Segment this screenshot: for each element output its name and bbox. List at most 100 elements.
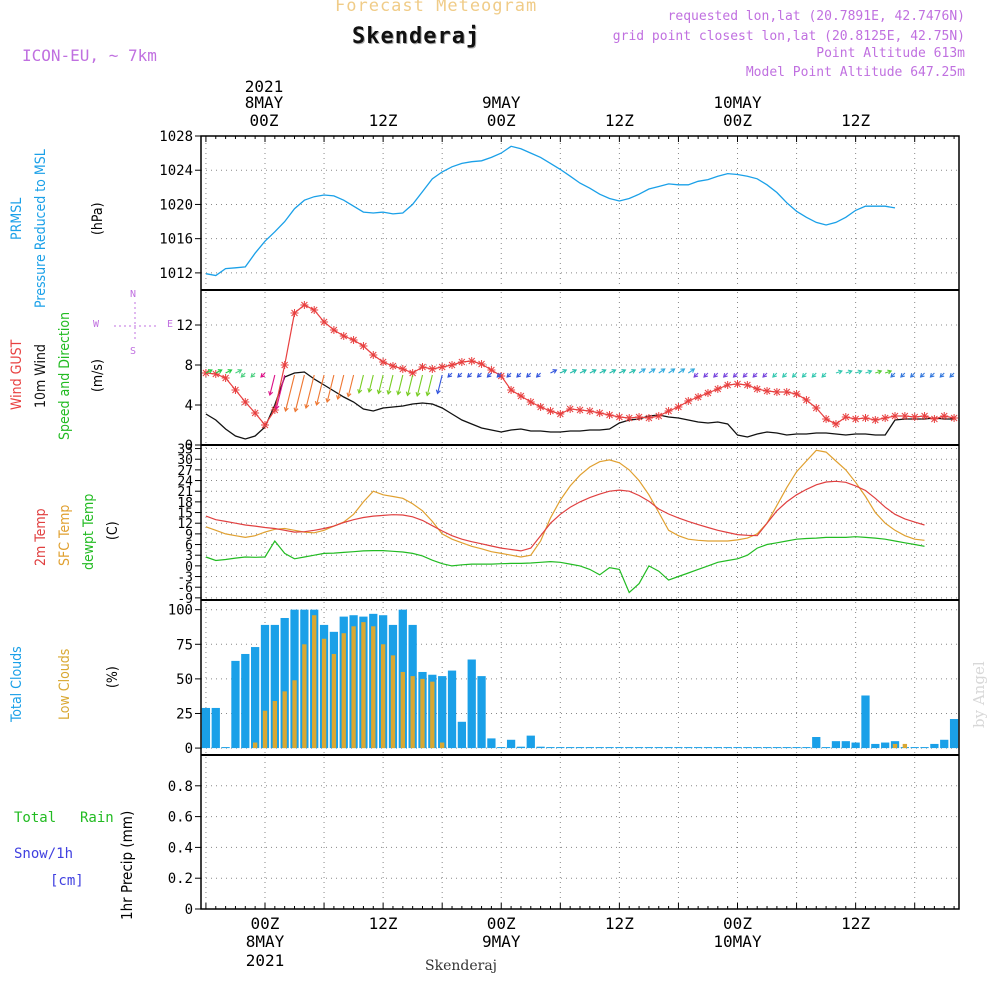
gust-marker bbox=[851, 415, 860, 423]
total-cloud-bar bbox=[575, 747, 585, 749]
wind-arrow-head bbox=[837, 369, 843, 375]
wind-arrow-head bbox=[811, 372, 817, 378]
y-tick-label: 24 bbox=[177, 475, 193, 490]
gust-marker bbox=[556, 410, 565, 418]
total-cloud-bar bbox=[674, 747, 683, 749]
y-tick-label: 21 bbox=[177, 485, 193, 500]
wind-arrow-head bbox=[611, 369, 617, 374]
compass-w: W bbox=[93, 319, 100, 330]
wind-arrow bbox=[426, 374, 433, 396]
gust-marker bbox=[536, 403, 545, 411]
compass-n: N bbox=[130, 289, 137, 300]
wind-arrow-head bbox=[486, 372, 492, 378]
wind-arrow-head bbox=[552, 369, 558, 374]
wind-arrow-head bbox=[591, 369, 597, 374]
total-cloud-bar bbox=[644, 747, 654, 749]
top-time-label: 12Z bbox=[369, 111, 398, 130]
wind-arrow-head bbox=[601, 369, 607, 374]
low-cloud-bar bbox=[420, 678, 425, 749]
snow-label: Snow/1h bbox=[14, 846, 74, 862]
wind-arrow-head bbox=[732, 372, 738, 378]
y-tick-label: 27 bbox=[177, 464, 193, 479]
gust-marker bbox=[349, 336, 358, 344]
wind-arrow-head bbox=[631, 369, 637, 374]
wind-arrow-head bbox=[367, 388, 373, 394]
gust-marker bbox=[674, 403, 683, 411]
wind-arrow-head bbox=[703, 372, 708, 378]
gust-marker bbox=[881, 414, 890, 422]
total-cloud-bar bbox=[497, 747, 506, 749]
gust-marker bbox=[703, 389, 712, 397]
low-cloud-bar bbox=[282, 691, 287, 749]
wind-arrow bbox=[368, 374, 374, 393]
gust-marker bbox=[467, 357, 476, 365]
wind-arrow-head bbox=[919, 372, 925, 378]
wind-arrow-head bbox=[526, 372, 531, 378]
gust-marker bbox=[516, 392, 525, 400]
bottom-time-label: 2021 bbox=[246, 951, 285, 970]
wind-arrow-head bbox=[496, 372, 502, 378]
gust-marker bbox=[635, 413, 644, 421]
wind-arrow bbox=[205, 369, 213, 374]
gust-marker bbox=[920, 412, 929, 420]
rain-label-total: Total bbox=[14, 810, 57, 826]
gust-marker bbox=[664, 407, 673, 415]
y-tick-label: 75 bbox=[176, 637, 193, 653]
wind-arrow-head bbox=[781, 372, 787, 378]
top-time-label: 9MAY bbox=[482, 93, 521, 112]
total-cloud-bar bbox=[241, 653, 250, 749]
y-tick-label: 6 bbox=[185, 539, 193, 554]
gust-marker bbox=[831, 420, 840, 428]
total-cloud-bar bbox=[802, 747, 811, 749]
wind-arrow-head bbox=[690, 368, 696, 373]
y-tick-label: -3 bbox=[177, 571, 193, 586]
gust-marker bbox=[930, 415, 939, 423]
wind-arrow-head bbox=[516, 372, 521, 378]
y-tick-label: -6 bbox=[177, 581, 193, 596]
wind-arrow-head bbox=[909, 372, 915, 378]
model-name: ICON-EU, ~ 7km bbox=[22, 46, 157, 65]
total-cloud-bar bbox=[457, 721, 467, 749]
total-cloud-bar bbox=[270, 624, 279, 749]
gust-marker bbox=[260, 421, 269, 429]
gust-marker bbox=[910, 413, 919, 421]
total-cloud-bar bbox=[595, 747, 604, 749]
y-tick-label: 0 bbox=[185, 741, 193, 757]
low-cloud-bar bbox=[341, 633, 346, 749]
wind-arrow bbox=[579, 369, 587, 374]
wind-arrow bbox=[387, 374, 394, 395]
wind-arrow-head bbox=[581, 369, 587, 374]
wind-arrow-head bbox=[877, 369, 883, 375]
bottom-time-label: 12Z bbox=[369, 914, 398, 933]
wind-arrow-head bbox=[346, 392, 352, 398]
wind-arrow-head bbox=[376, 389, 382, 395]
location-title: Skenderaj bbox=[352, 24, 481, 49]
wind-arrow bbox=[609, 369, 616, 374]
total-cloud-bar bbox=[812, 737, 821, 749]
wind-arrow-head bbox=[268, 391, 274, 397]
gust-marker bbox=[644, 414, 653, 422]
wind-arrow bbox=[628, 369, 636, 374]
total-cloud-bar bbox=[654, 747, 663, 749]
sfc-temp-line bbox=[205, 449, 925, 558]
total-cloud-bar bbox=[211, 707, 220, 749]
gust-markers bbox=[201, 301, 959, 429]
y-tick-label: 1012 bbox=[159, 266, 193, 282]
wind-arrow bbox=[377, 374, 384, 394]
wind-arrow-head bbox=[386, 390, 392, 396]
gust-marker bbox=[211, 370, 220, 378]
wind-arrow-head bbox=[415, 392, 421, 398]
wind-arrow-head bbox=[396, 390, 402, 396]
compass-cross bbox=[114, 302, 156, 342]
gust-marker bbox=[763, 387, 772, 395]
gust-marker bbox=[822, 415, 831, 423]
gust-marker bbox=[290, 309, 299, 317]
total-cloud-bar bbox=[861, 695, 870, 749]
top-time-label: 12Z bbox=[841, 111, 870, 130]
y-tick-label: -9 bbox=[177, 592, 193, 607]
gust-marker bbox=[546, 407, 555, 415]
wind-arrow-head bbox=[713, 372, 718, 378]
bottom-time-label: 8MAY bbox=[246, 932, 285, 951]
total-cloud-bar bbox=[831, 741, 841, 749]
